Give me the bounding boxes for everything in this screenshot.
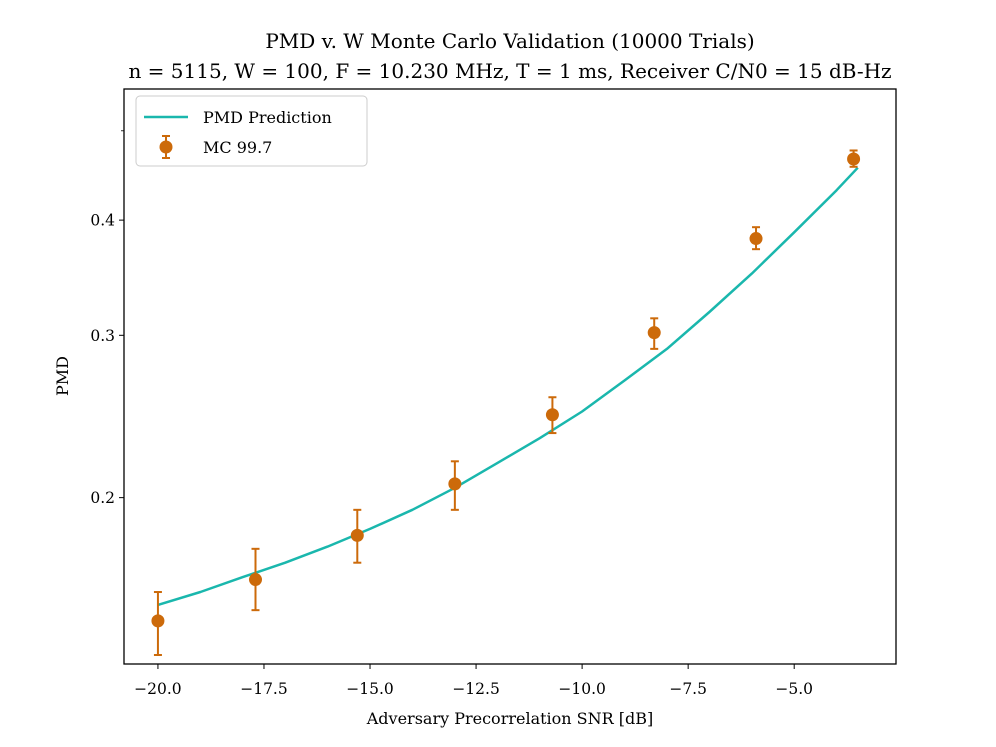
y-tick-label: 0.3 <box>90 327 115 345</box>
legend-label-prediction: PMD Prediction <box>203 108 332 127</box>
series-layer <box>151 149 861 657</box>
mc-marker <box>647 326 661 340</box>
legend-label-mc: MC 99.7 <box>203 138 272 157</box>
x-tick-label: −7.5 <box>669 680 707 698</box>
y-axis-label: PMD <box>53 356 72 396</box>
x-tick-label: −12.5 <box>452 680 500 698</box>
mc-errorbar-point <box>350 508 364 564</box>
chart-title: PMD v. W Monte Carlo Validation (10000 T… <box>265 29 754 53</box>
prediction-line <box>157 166 859 607</box>
mc-marker <box>350 528 364 542</box>
mc-errorbar-point <box>545 396 559 435</box>
mc-errorbar-point <box>151 591 165 657</box>
y-tick-label: 0.2 <box>90 489 115 507</box>
x-tick-label: −17.5 <box>240 680 288 698</box>
mc-errorbar-point <box>647 317 661 350</box>
legend: PMD Prediction MC 99.7 <box>135 95 368 167</box>
mc-errorbar-point <box>847 149 861 168</box>
y-axis-ticks: 0.2 0.3 0.4 <box>90 130 124 507</box>
mc-marker <box>151 614 165 628</box>
y-tick-label: 0.4 <box>90 212 115 230</box>
mc-marker <box>248 573 262 587</box>
x-tick-label: −20.0 <box>134 680 182 698</box>
mc-marker <box>749 232 763 246</box>
x-tick-label: −10.0 <box>558 680 606 698</box>
mc-marker <box>847 152 861 166</box>
mc-marker <box>545 408 559 422</box>
x-axis-ticks: −20.0 −17.5 −15.0 −12.5 −10.0 −7.5 −5.0 <box>134 664 813 698</box>
mc-marker <box>448 477 462 491</box>
mc-errorbar-point <box>448 460 462 511</box>
mc-errorbar-point <box>248 547 262 612</box>
plot-area <box>123 88 897 665</box>
x-tick-label: −15.0 <box>346 680 394 698</box>
chart-subtitle: n = 5115, W = 100, F = 10.230 MHz, T = 1… <box>128 59 891 83</box>
legend-box <box>135 95 368 167</box>
x-tick-label: −5.0 <box>775 680 813 698</box>
mc-errorbar-point <box>749 226 763 251</box>
legend-errorbar-swatch <box>159 135 173 159</box>
axes-frame <box>123 88 897 665</box>
x-axis-label: Adversary Precorrelation SNR [dB] <box>366 709 654 728</box>
